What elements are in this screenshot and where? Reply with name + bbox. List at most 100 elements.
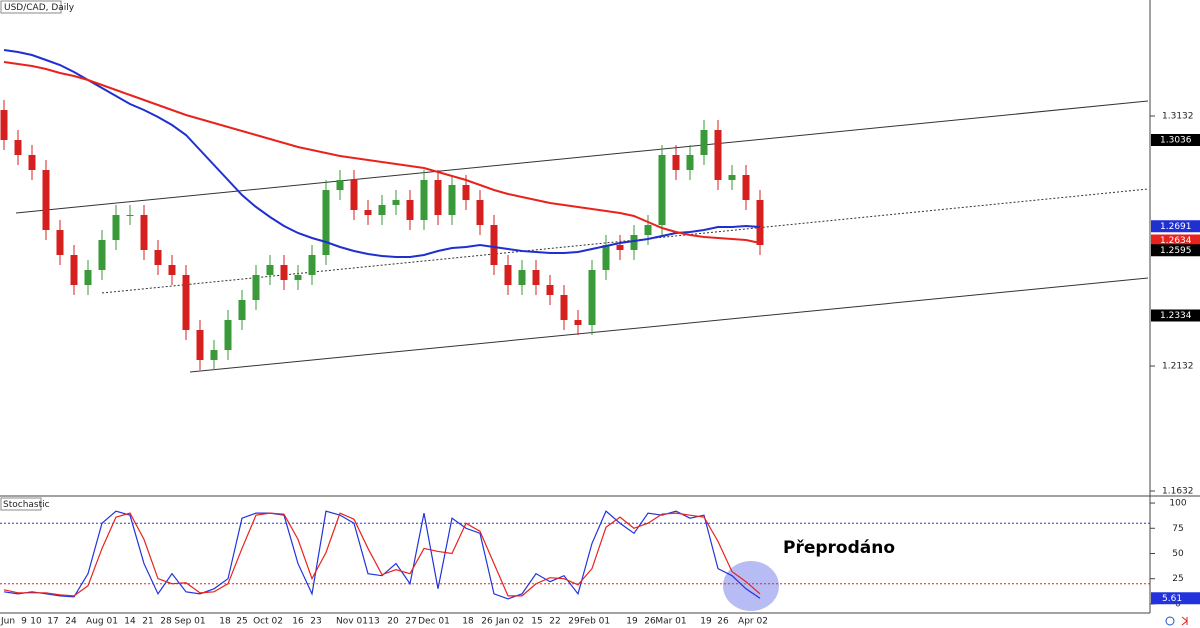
candle-body (476, 200, 484, 225)
price-label-box (1151, 134, 1200, 146)
candle-body (182, 275, 190, 330)
value-label-box (1151, 592, 1200, 605)
x-tick-label: 10 (30, 617, 42, 627)
candle-body (14, 140, 22, 155)
x-tick-label: Apr 02 (738, 617, 768, 627)
y-tick-label: 1.2132 (1162, 362, 1194, 372)
toolbar-icons[interactable] (1165, 616, 1188, 626)
candle-body (392, 200, 400, 205)
y-tick-label: 1.3132 (1162, 112, 1194, 122)
candle-body (448, 185, 456, 215)
candle-body (644, 225, 652, 235)
x-tick-label: 25 (236, 617, 247, 627)
y-tick-label: 75 (1172, 524, 1183, 534)
candle-body (756, 200, 764, 245)
x-tick-label: 17 (47, 617, 58, 627)
candle-body (616, 245, 624, 250)
y-tick-label: 0 (1175, 599, 1181, 609)
channel-mid (101, 188, 1149, 294)
line-series (3, 512, 761, 597)
channel-lower (189, 277, 1149, 373)
candle-body (434, 180, 442, 215)
annotation: Přeprodáno (783, 538, 895, 558)
candle-body (196, 330, 204, 360)
x-tick-label: 21 (142, 617, 153, 627)
line-series (3, 510, 761, 600)
candle-body (0, 110, 8, 140)
y-tick-label: 25 (1172, 574, 1183, 584)
candle-body (350, 180, 358, 210)
chart-title: USD/CAD, Daily (4, 3, 75, 13)
candle-body (504, 265, 512, 285)
candle-body (322, 190, 330, 255)
candle-body (364, 210, 372, 215)
indicator-title: Stochastic (3, 500, 50, 510)
x-tick-label: Dec 01 (418, 617, 450, 627)
x-tick-label: 26 (717, 617, 729, 627)
icon[interactable] (1165, 616, 1175, 626)
channel-upper (15, 100, 1149, 214)
candle-body (126, 215, 134, 216)
candle-body (574, 320, 582, 325)
candle-body (742, 175, 750, 200)
candle-body (378, 205, 386, 215)
candle-body (224, 320, 232, 350)
x-tick-label: Jan 02 (495, 617, 524, 627)
x-tick-label: 22 (549, 617, 560, 627)
x-tick-label: 19 (626, 617, 638, 627)
y-tick-label: 100 (1169, 499, 1186, 509)
candle-body (56, 230, 64, 255)
price-label-box (1151, 309, 1200, 322)
candle-body (686, 155, 694, 170)
candle-body (28, 155, 36, 170)
candle-body (154, 250, 162, 265)
y-tick-label: 1.1632 (1162, 487, 1194, 497)
candle-body (546, 285, 554, 295)
candle-body (140, 215, 148, 250)
price-label-box (1151, 244, 1200, 257)
candle-body (672, 155, 680, 170)
candle-body (210, 350, 218, 360)
candle-body (238, 300, 246, 320)
y-tick-label: 50 (1172, 549, 1184, 559)
x-tick-label: 27 (405, 617, 416, 627)
candle-body (252, 275, 260, 300)
x-tick-label: Oct 02 (253, 617, 283, 627)
price-label: 1.2595 (1160, 246, 1192, 256)
candle-body (462, 185, 470, 200)
price-label: 1.3036 (1160, 136, 1192, 146)
price-label: 1.2691 (1160, 222, 1192, 232)
x-tick-label: 16 (292, 617, 304, 627)
candle-body (490, 225, 498, 265)
x-tick-label: 29 (568, 617, 580, 627)
x-tick-label: 13 (368, 617, 379, 627)
icon[interactable] (1181, 616, 1188, 626)
candle-body (728, 175, 736, 180)
candle-body (168, 265, 176, 275)
value-label: 5.61 (1162, 594, 1182, 604)
x-tick-label: 18 (219, 617, 231, 627)
x-tick-label: Aug 01 (86, 617, 118, 627)
x-tick-label: 26 (481, 617, 493, 627)
x-tick-label: 15 (531, 617, 542, 627)
x-tick-label: Sep 01 (174, 617, 205, 627)
candle-body (532, 270, 540, 285)
x-tick-label: 14 (124, 617, 136, 627)
candle-body (308, 255, 316, 275)
candle-body (630, 235, 638, 250)
candle-body (280, 265, 288, 280)
x-tick-label: Nov 01 (336, 617, 368, 627)
x-tick-label: Mar 01 (655, 617, 686, 627)
line-series (3, 61, 761, 244)
candle-body (84, 270, 92, 285)
candle-body (294, 275, 302, 280)
candle-body (658, 155, 666, 225)
price-label: 1.2634 (1160, 236, 1192, 246)
candle-body (42, 170, 50, 230)
price-label: 1.2334 (1160, 311, 1192, 321)
candle-body (700, 130, 708, 155)
candle-body (112, 215, 120, 240)
